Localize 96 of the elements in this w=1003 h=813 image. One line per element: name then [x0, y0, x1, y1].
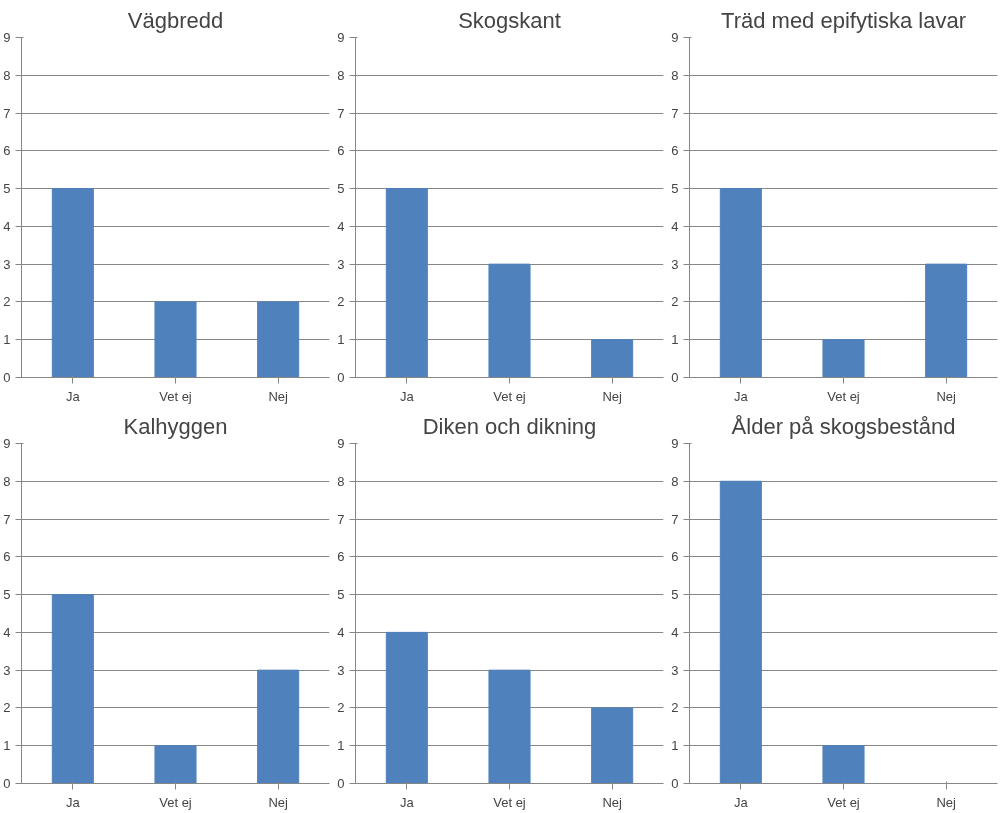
x-tick-label: Vet ej [493, 794, 526, 810]
y-tick-label: 9 [671, 30, 679, 45]
y-tick-label: 5 [671, 181, 679, 197]
y-tick-label: 2 [337, 294, 345, 310]
y-tick-label: 6 [3, 549, 11, 565]
y-tick-label: 3 [3, 662, 11, 678]
y-tick-label: 4 [337, 624, 345, 640]
y-tick-label: 4 [671, 624, 679, 640]
y-tick-label: 0 [671, 776, 679, 791]
x-tick-label: Vet ej [159, 388, 192, 404]
x-tick-label: Nej [936, 388, 957, 404]
bar [51, 594, 94, 784]
y-tick-label: 1 [337, 738, 345, 754]
x-tick-label: Ja [733, 794, 749, 810]
y-tick-label: 2 [671, 700, 679, 716]
y-tick-label: 1 [3, 738, 11, 754]
y-tick-label: 0 [337, 776, 345, 791]
x-tick-label: Nej [602, 794, 623, 810]
y-tick-label: 2 [671, 294, 679, 310]
bar [822, 339, 865, 378]
y-tick-label: 3 [3, 256, 11, 272]
x-tick-label: Nej [602, 388, 623, 404]
y-tick-label: 3 [337, 256, 345, 272]
y-tick-label: 7 [337, 105, 345, 121]
y-tick-label: 7 [671, 511, 679, 527]
chart-title: Diken och dikning [422, 413, 597, 439]
y-tick-label: 5 [3, 181, 11, 197]
y-tick-label: 4 [3, 624, 11, 640]
x-tick-label: Ja [733, 388, 749, 404]
x-tick-label: Nej [268, 388, 289, 404]
y-tick-label: 7 [337, 511, 345, 527]
y-tick-label: 8 [3, 473, 11, 489]
x-tick-label: Ja [399, 794, 415, 810]
y-tick-label: 6 [671, 549, 679, 565]
y-tick-label: 3 [671, 256, 679, 272]
x-tick-label: Nej [936, 794, 957, 810]
y-tick-label: 4 [3, 218, 11, 234]
y-tick-label: 0 [337, 370, 345, 385]
y-tick-label: 4 [671, 218, 679, 234]
y-tick-label: 2 [3, 700, 11, 716]
y-tick-label: 5 [671, 587, 679, 603]
y-tick-label: 8 [3, 67, 11, 83]
y-tick-label: 8 [337, 67, 345, 83]
bar [925, 263, 968, 378]
y-tick-label: 7 [3, 105, 11, 121]
chart-title: Träd med epifytiska lavar [721, 7, 966, 33]
x-tick-label: Ja [65, 388, 81, 404]
y-tick-label: 8 [671, 473, 679, 489]
y-tick-label: 7 [3, 511, 11, 527]
y-tick-label: 0 [3, 370, 11, 385]
bar [488, 669, 531, 784]
x-tick-label: Ja [399, 388, 415, 404]
y-tick-label: 1 [337, 332, 345, 348]
x-tick-label: Vet ej [159, 794, 192, 810]
chart-title: Skogskant [458, 7, 561, 33]
bar [591, 707, 634, 784]
y-tick-label: 8 [671, 67, 679, 83]
y-tick-label: 1 [671, 738, 679, 754]
y-tick-label: 6 [337, 143, 345, 159]
y-tick-label: 3 [337, 662, 345, 678]
y-tick-label: 2 [3, 294, 11, 310]
bar [257, 669, 300, 784]
y-tick-label: 5 [337, 587, 345, 603]
y-tick-label: 6 [671, 143, 679, 159]
y-tick-label: 6 [337, 549, 345, 565]
chart-title: Vägbredd [127, 7, 224, 33]
y-tick-label: 3 [671, 662, 679, 678]
bar [591, 339, 634, 378]
y-tick-label: 9 [337, 436, 345, 451]
y-tick-label: 9 [337, 30, 345, 45]
y-tick-label: 1 [3, 332, 11, 348]
y-tick-label: 8 [337, 473, 345, 489]
y-tick-label: 9 [3, 436, 11, 451]
bar [385, 631, 428, 784]
y-tick-label: 2 [337, 700, 345, 716]
y-tick-label: 1 [671, 332, 679, 348]
x-tick-label: Ja [65, 794, 81, 810]
y-tick-label: 9 [3, 30, 11, 45]
bar [719, 188, 762, 378]
y-tick-label: 5 [337, 181, 345, 197]
chart-title: Kalhyggen [123, 413, 228, 439]
y-tick-label: 6 [3, 143, 11, 159]
x-tick-label: Nej [268, 794, 289, 810]
y-tick-label: 9 [671, 436, 679, 451]
x-tick-label: Vet ej [827, 388, 860, 404]
bar [154, 745, 197, 784]
y-tick-label: 7 [671, 105, 679, 121]
x-tick-label: Vet ej [493, 388, 526, 404]
y-tick-label: 4 [337, 218, 345, 234]
y-tick-label: 0 [671, 370, 679, 385]
y-tick-label: 0 [3, 776, 11, 791]
y-tick-label: 5 [3, 587, 11, 603]
x-tick-label: Vet ej [827, 794, 860, 810]
chart-title: Ålder på skogsbestånd [731, 413, 956, 439]
bar [488, 263, 531, 378]
bar [385, 188, 428, 378]
